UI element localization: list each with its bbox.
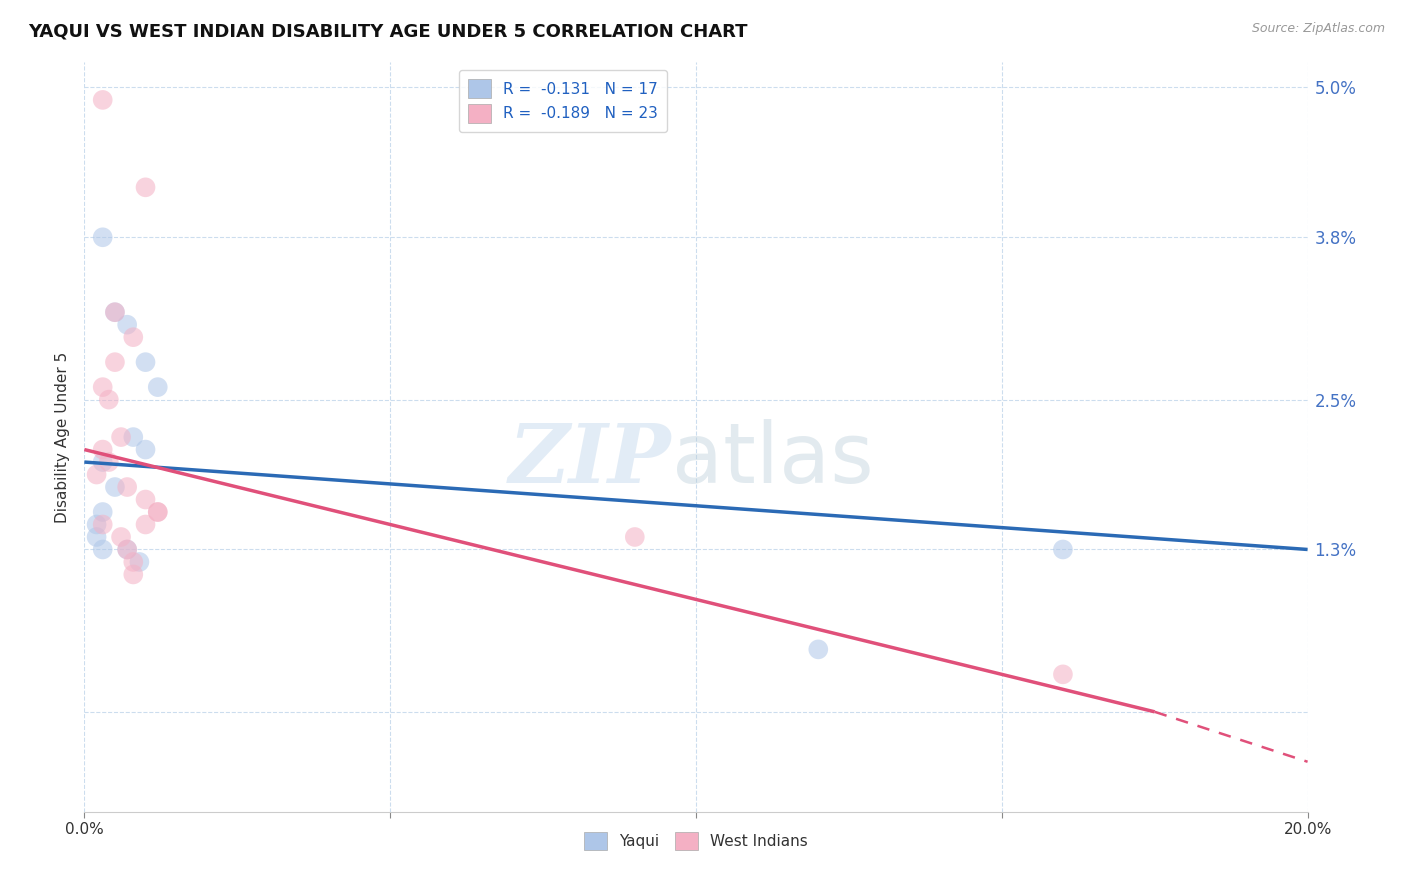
Point: [135, 517, 157, 532]
Point: [1052, 542, 1074, 557]
Legend: Yaqui, West Indians: Yaqui, West Indians: [578, 826, 814, 856]
Text: YAQUI VS WEST INDIAN DISABILITY AGE UNDER 5 CORRELATION CHART: YAQUI VS WEST INDIAN DISABILITY AGE UNDE…: [28, 22, 748, 40]
Point: [91, 230, 114, 244]
Point: [104, 305, 127, 319]
Point: [86, 517, 108, 532]
Point: [122, 430, 145, 444]
Point: [624, 530, 647, 544]
Point: [91, 455, 114, 469]
Point: [104, 305, 127, 319]
Point: [146, 505, 169, 519]
Point: [97, 392, 120, 407]
Point: [807, 642, 830, 657]
Point: [91, 380, 114, 394]
Text: atlas: atlas: [672, 419, 873, 500]
Point: [110, 430, 132, 444]
Point: [135, 492, 157, 507]
Point: [1052, 667, 1074, 681]
Point: [122, 555, 145, 569]
Point: [135, 180, 157, 194]
Point: [91, 517, 114, 532]
Point: [128, 555, 150, 569]
Point: [115, 318, 138, 332]
Point: [122, 567, 145, 582]
Point: [91, 505, 114, 519]
Text: ZIP: ZIP: [509, 419, 672, 500]
Point: [91, 93, 114, 107]
Y-axis label: Disability Age Under 5: Disability Age Under 5: [55, 351, 70, 523]
Point: [122, 330, 145, 344]
Point: [115, 542, 138, 557]
Point: [115, 542, 138, 557]
Point: [104, 480, 127, 494]
Point: [115, 480, 138, 494]
Point: [91, 442, 114, 457]
Text: Source: ZipAtlas.com: Source: ZipAtlas.com: [1251, 22, 1385, 36]
Point: [146, 505, 169, 519]
Point: [91, 542, 114, 557]
Point: [146, 380, 169, 394]
Point: [86, 467, 108, 482]
Point: [86, 530, 108, 544]
Point: [135, 442, 157, 457]
Point: [104, 355, 127, 369]
Point: [110, 530, 132, 544]
Point: [135, 355, 157, 369]
Point: [97, 455, 120, 469]
